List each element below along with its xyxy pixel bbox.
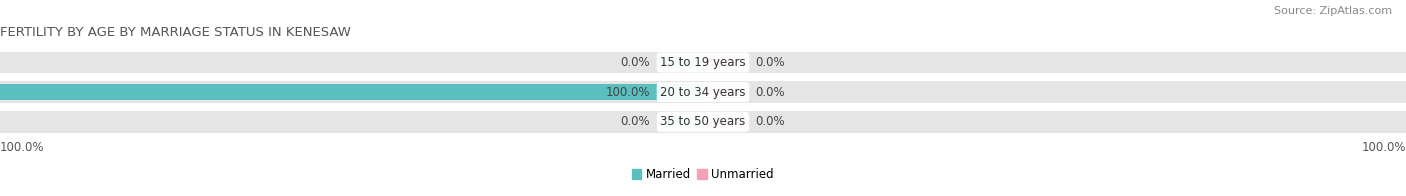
Text: 100.0%: 100.0% <box>1361 141 1406 154</box>
Bar <box>661 86 700 98</box>
Bar <box>661 56 700 68</box>
Text: 20 to 34 years: 20 to 34 years <box>661 86 745 99</box>
Text: 0.0%: 0.0% <box>620 56 650 69</box>
Bar <box>0 52 1406 73</box>
Text: 0.0%: 0.0% <box>756 56 786 69</box>
Bar <box>0 84 703 101</box>
Bar <box>661 116 700 128</box>
Text: 100.0%: 100.0% <box>606 86 650 99</box>
Text: 100.0%: 100.0% <box>0 141 45 154</box>
Bar <box>707 116 745 128</box>
Bar <box>0 111 1406 132</box>
Text: FERTILITY BY AGE BY MARRIAGE STATUS IN KENESAW: FERTILITY BY AGE BY MARRIAGE STATUS IN K… <box>0 26 352 39</box>
Text: 35 to 50 years: 35 to 50 years <box>661 115 745 128</box>
Text: 0.0%: 0.0% <box>756 86 786 99</box>
Text: 0.0%: 0.0% <box>756 115 786 128</box>
Bar <box>707 56 745 68</box>
Bar <box>707 86 745 98</box>
Text: Source: ZipAtlas.com: Source: ZipAtlas.com <box>1274 6 1392 16</box>
Text: 15 to 19 years: 15 to 19 years <box>661 56 745 69</box>
Text: 0.0%: 0.0% <box>620 115 650 128</box>
Bar <box>0 81 1406 103</box>
Legend: Married, Unmarried: Married, Unmarried <box>627 164 779 186</box>
